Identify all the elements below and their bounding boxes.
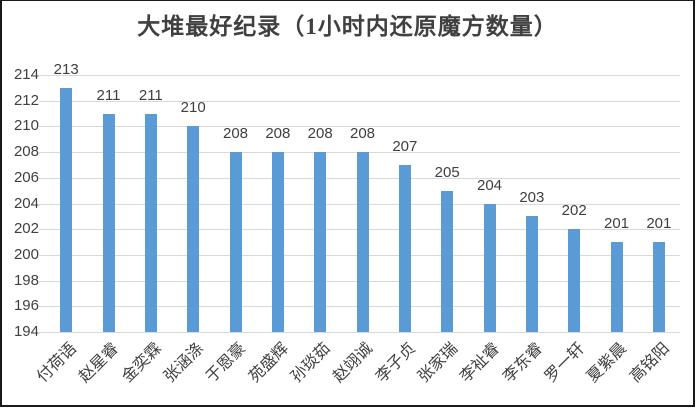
gridline	[45, 101, 680, 102]
chart-title: 大堆最好纪录（1小时内还原魔方数量）	[137, 14, 558, 39]
bar[interactable]	[102, 113, 115, 332]
bar[interactable]	[229, 152, 242, 332]
y-axis-tick-mark	[39, 306, 45, 307]
y-axis-tick-mark	[39, 229, 45, 230]
y-axis-tick-mark	[39, 332, 45, 333]
bar[interactable]	[187, 126, 200, 332]
y-axis-tick-mark	[39, 255, 45, 256]
data-label: 208	[222, 125, 249, 143]
x-axis-label: 赵翊诚	[330, 340, 377, 386]
bar[interactable]	[60, 87, 73, 332]
chart-frame: 大堆最好纪录（1小时内还原魔方数量） 194 196 198 200 202 204 206…	[0, 0, 695, 407]
bar[interactable]	[441, 190, 454, 332]
data-label: 201	[646, 215, 672, 233]
y-axis-tick-mark	[39, 204, 45, 205]
x-axis-label: 夏紫晨	[584, 340, 631, 386]
data-label: 211	[96, 86, 121, 104]
gridline	[45, 75, 680, 76]
data-label: 201	[603, 215, 630, 233]
data-label: 205	[434, 163, 460, 181]
x-axis-label: 李东睿	[499, 340, 546, 386]
x-axis-label: 李祉睿	[457, 340, 504, 386]
x-axis-label: 金奕霖	[118, 340, 165, 386]
bar[interactable]	[568, 229, 581, 332]
y-tick-label: 198	[13, 272, 39, 289]
x-axis-label: 高铭阳	[626, 340, 673, 386]
data-label: 202	[561, 202, 587, 220]
x-axis-label: 张家瑞	[415, 340, 462, 386]
bar[interactable]	[483, 203, 496, 332]
y-tick-label: 204	[13, 195, 39, 212]
data-label: 211	[138, 86, 163, 104]
y-tick-label: 200	[13, 246, 39, 263]
data-label: 203	[519, 189, 545, 207]
y-tick-label: 212	[13, 92, 39, 109]
y-tick-label: 194	[13, 323, 39, 340]
data-label: 207	[392, 137, 418, 155]
x-axis-label: 李子贞	[372, 340, 419, 386]
data-label: 208	[307, 125, 333, 143]
x-axis-label: 于恩豪	[203, 340, 250, 386]
plot-area: 194 196 198 200 202 204 206 208 210 212 214 213 211…	[14, 61, 680, 386]
bar[interactable]	[271, 152, 284, 332]
y-tick-label: 196	[13, 297, 39, 314]
bar[interactable]	[144, 113, 157, 332]
bar[interactable]	[356, 152, 369, 332]
y-axis-tick-mark	[39, 152, 45, 153]
y-axis-tick-mark	[39, 75, 45, 76]
y-axis-tick-mark	[39, 101, 45, 102]
data-label: 204	[476, 176, 503, 194]
data-label: 208	[265, 125, 291, 143]
bar[interactable]	[398, 164, 411, 332]
y-axis-tick-mark	[39, 281, 45, 282]
data-label: 213	[53, 60, 79, 78]
x-axis-label: 苑盛辉	[245, 340, 292, 386]
y-tick-label: 206	[13, 169, 39, 186]
bar[interactable]	[525, 216, 538, 332]
x-axis-label: 赵星睿	[76, 340, 123, 386]
x-axis-label: 罗一轩	[542, 340, 589, 386]
x-axis-label: 付荷语	[34, 340, 81, 386]
gridline	[45, 126, 680, 127]
y-tick-label: 214	[13, 66, 39, 83]
y-tick-label: 202	[13, 220, 39, 237]
bar[interactable]	[610, 242, 623, 332]
data-label: 210	[180, 99, 206, 117]
data-label: 208	[349, 125, 376, 143]
bar[interactable]	[652, 242, 665, 332]
x-axis-label: 孙琰茹	[288, 340, 335, 386]
y-tick-label: 210	[13, 117, 39, 134]
y-axis-tick-mark	[39, 126, 45, 127]
bar[interactable]	[314, 152, 327, 332]
x-axis-label: 张涵涤	[161, 340, 208, 386]
y-tick-label: 208	[13, 143, 39, 160]
y-axis-tick-mark	[39, 178, 45, 179]
gridline	[45, 332, 680, 333]
